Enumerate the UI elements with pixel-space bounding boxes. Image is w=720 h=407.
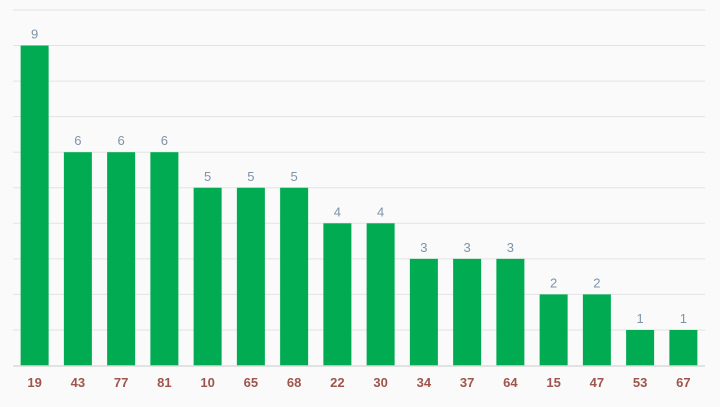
bar[interactable] [150, 152, 179, 366]
x-axis-label: 34 [417, 375, 432, 390]
x-axis-label: 37 [460, 375, 474, 390]
bar[interactable] [539, 294, 568, 366]
bar-value-label: 5 [247, 169, 254, 184]
bar[interactable] [366, 223, 395, 366]
bar-value-label: 4 [377, 204, 384, 219]
bar-value-label: 5 [291, 169, 298, 184]
bar[interactable] [107, 152, 136, 366]
bar-value-label: 3 [464, 240, 471, 255]
x-axis-label: 10 [200, 375, 214, 390]
x-axis-label: 47 [590, 375, 604, 390]
bar-value-label: 6 [161, 133, 168, 148]
bar[interactable] [453, 258, 482, 366]
bar-value-label: 6 [118, 133, 125, 148]
bar-value-label: 4 [334, 204, 341, 219]
bar[interactable] [236, 187, 265, 366]
bar[interactable] [323, 223, 352, 366]
bar-value-label: 2 [550, 275, 557, 290]
bar-value-label: 1 [637, 311, 644, 326]
bar-value-label: 3 [507, 240, 514, 255]
bar-value-label: 9 [31, 27, 38, 42]
bar[interactable] [63, 152, 92, 366]
x-axis-label: 65 [244, 375, 258, 390]
bar[interactable] [409, 258, 438, 366]
bar[interactable] [669, 329, 698, 366]
bar[interactable] [20, 45, 49, 366]
bar[interactable] [193, 187, 222, 366]
bar-value-label: 1 [680, 311, 687, 326]
bar-value-label: 2 [593, 275, 600, 290]
bar[interactable] [626, 329, 655, 366]
bar[interactable] [582, 294, 611, 366]
x-axis-label: 15 [546, 375, 560, 390]
bar-value-label: 5 [204, 169, 211, 184]
x-axis-label: 81 [157, 375, 171, 390]
bar[interactable] [496, 258, 525, 366]
x-axis-label: 64 [503, 375, 518, 390]
bar-value-label: 3 [420, 240, 427, 255]
x-axis-label: 19 [27, 375, 41, 390]
x-axis-label: 30 [373, 375, 387, 390]
x-axis-label: 68 [287, 375, 301, 390]
x-axis-label: 43 [71, 375, 85, 390]
bar[interactable] [280, 187, 309, 366]
bar-value-label: 6 [74, 133, 81, 148]
x-axis-label: 22 [330, 375, 344, 390]
x-axis-label: 67 [676, 375, 690, 390]
x-axis-label: 77 [114, 375, 128, 390]
x-axis-label: 53 [633, 375, 647, 390]
